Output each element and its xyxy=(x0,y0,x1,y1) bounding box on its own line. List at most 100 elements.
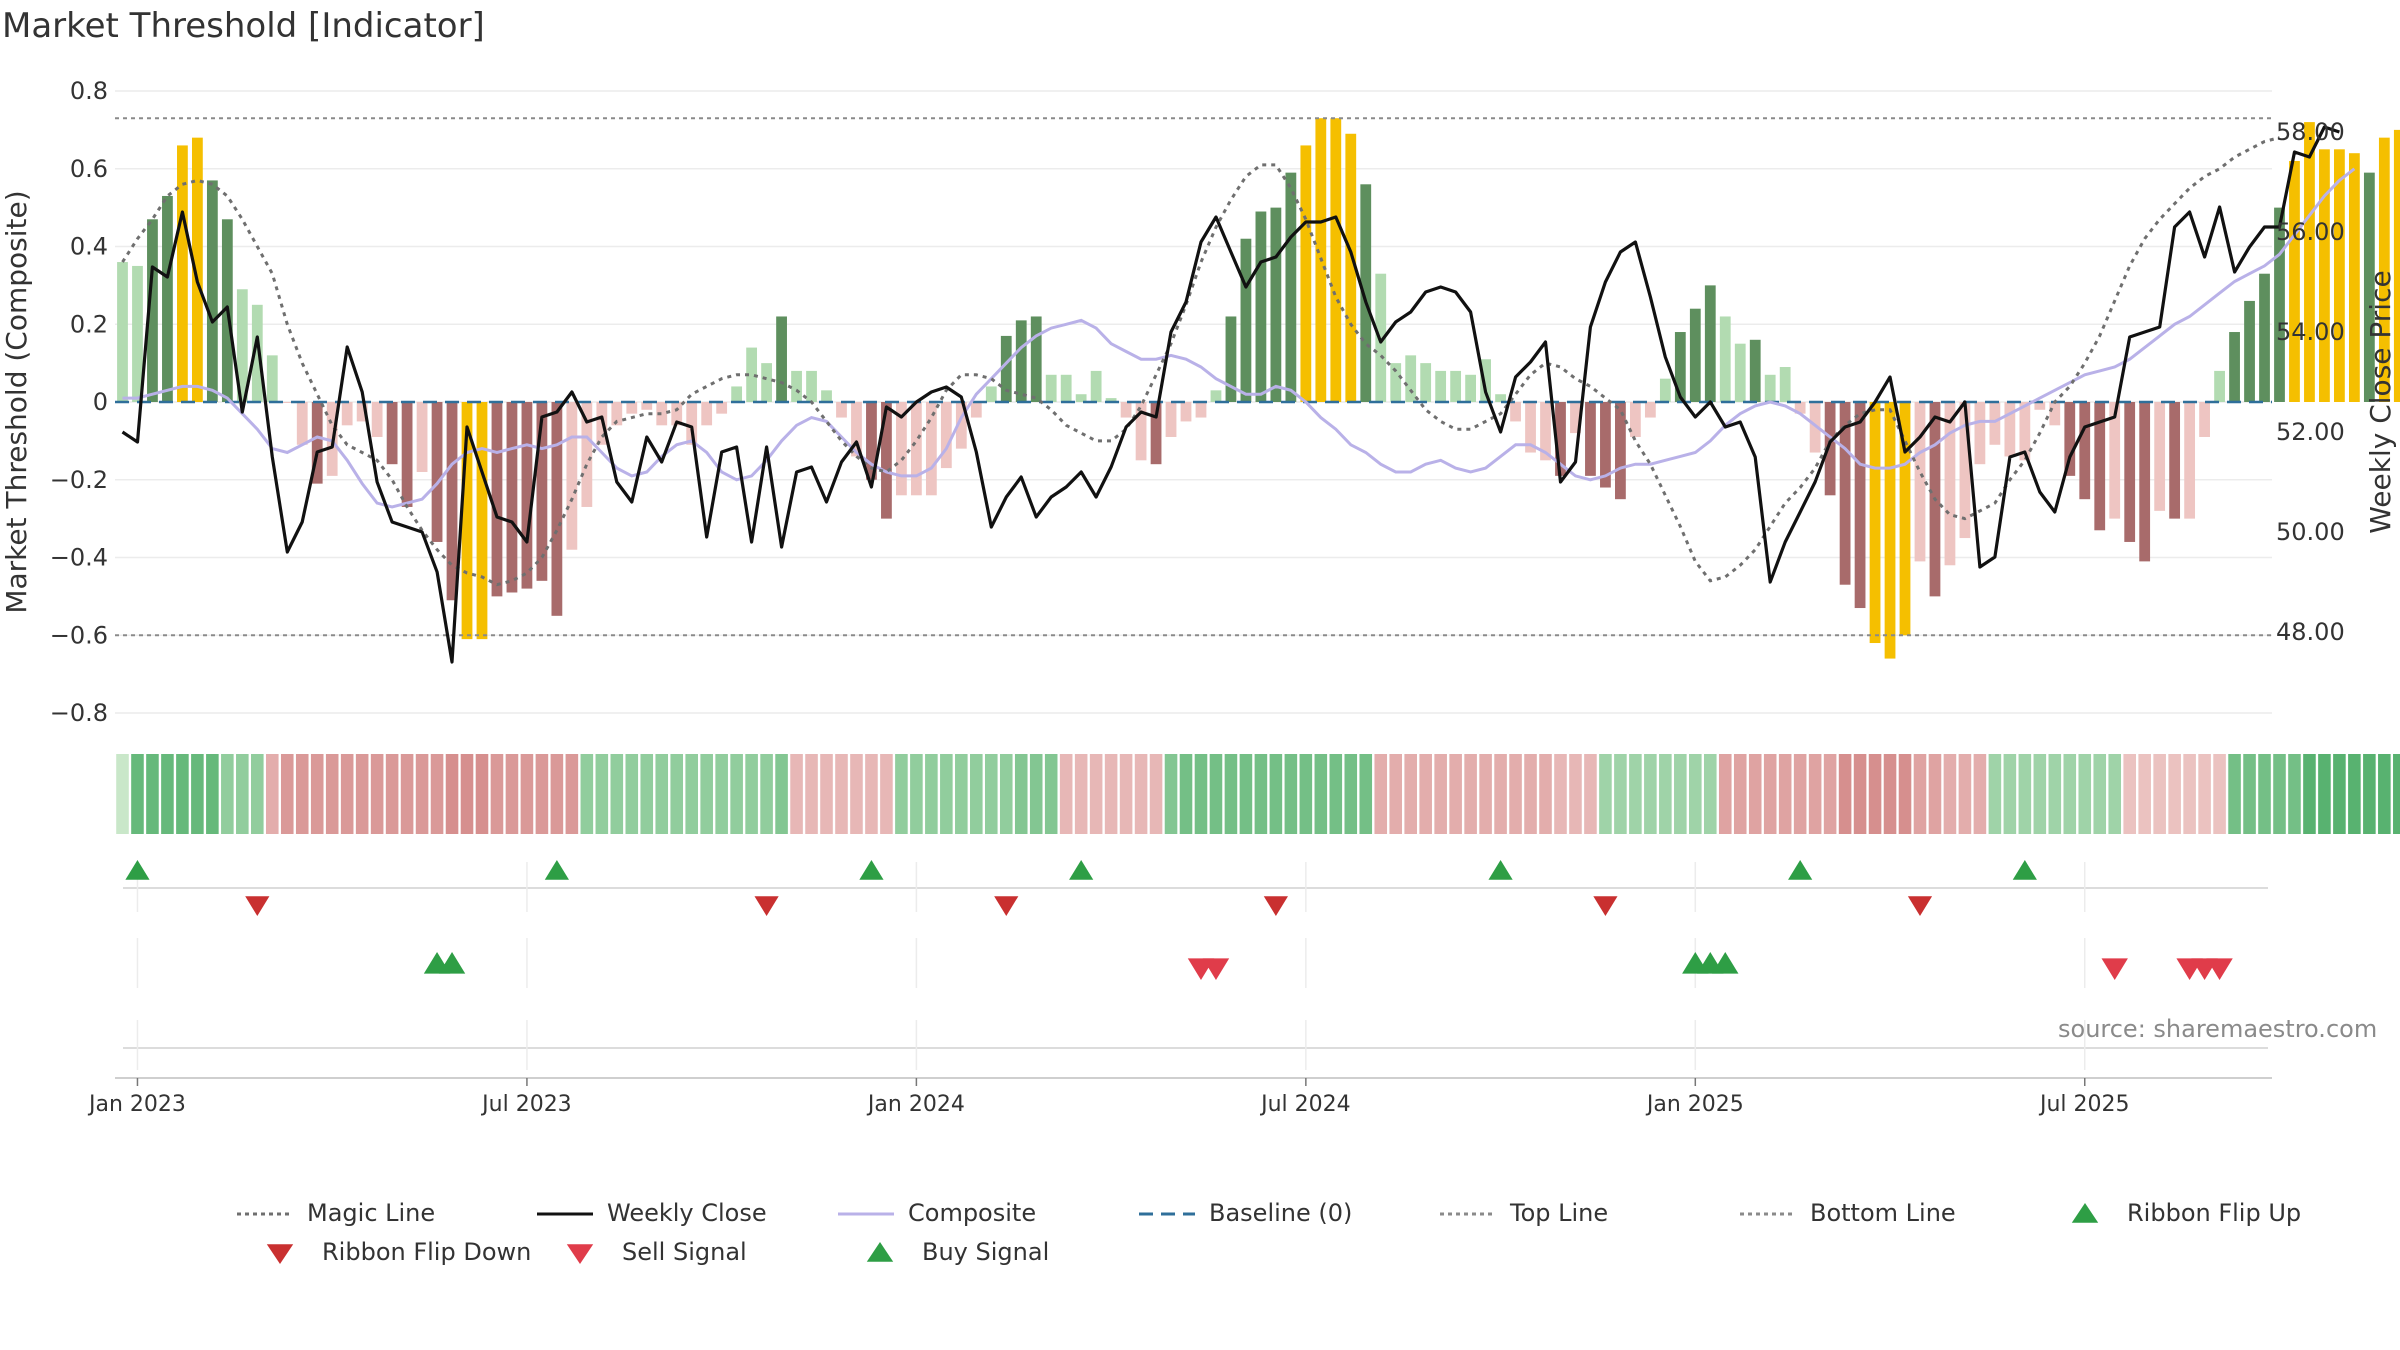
composite-bar xyxy=(206,180,218,402)
composite-bar xyxy=(1195,402,1207,418)
composite-bar xyxy=(716,402,728,414)
ribbon-cell xyxy=(340,754,354,834)
ribbon-cell xyxy=(955,754,968,834)
ribbon-cell xyxy=(2258,754,2271,834)
ribbon-cell xyxy=(610,754,624,834)
composite-bar xyxy=(491,402,503,597)
ribbon-cell xyxy=(595,754,609,834)
composite-bar xyxy=(806,370,817,402)
ribbon-cell xyxy=(505,754,519,834)
y-tick-label: 0 xyxy=(93,388,108,416)
ribbon-cell xyxy=(280,754,294,834)
ribbon-flip-up-marker xyxy=(1488,860,1513,880)
y2-tick-label: 54.00 xyxy=(2276,318,2345,346)
ribbon-cell xyxy=(221,754,234,834)
composite-bar xyxy=(506,402,518,593)
composite-bar xyxy=(776,316,787,402)
ribbon-flip-down-marker xyxy=(754,896,779,916)
legend-label: Ribbon Flip Down xyxy=(322,1238,532,1266)
composite-bar xyxy=(2244,300,2255,402)
composite-bar xyxy=(1869,402,1881,644)
ribbon-cell xyxy=(1344,754,1358,834)
composite-bar xyxy=(2169,402,2181,519)
composite-bar xyxy=(1075,394,1087,402)
legend-label: Sell Signal xyxy=(622,1238,747,1266)
ribbon-cell xyxy=(1674,754,1687,834)
ribbon-cell xyxy=(925,754,938,834)
composite-bar xyxy=(2004,402,2016,457)
ribbon-cell xyxy=(1089,754,1103,834)
composite-bar xyxy=(1704,285,1716,402)
composite-bar xyxy=(1150,402,1162,465)
sell-signal-marker xyxy=(2101,958,2128,980)
composite-bar xyxy=(1525,402,1536,453)
legend-label: Weekly Close xyxy=(607,1199,767,1227)
composite-bar xyxy=(955,402,967,449)
composite-bar xyxy=(940,402,952,469)
composite-bar xyxy=(1045,374,1057,402)
composite-bar xyxy=(1000,335,1012,402)
ribbon-cell xyxy=(1913,754,1927,834)
ribbon-cell xyxy=(984,754,998,834)
composite-bar xyxy=(641,402,653,410)
composite-bar xyxy=(2319,149,2330,402)
ribbon-cell xyxy=(880,754,893,834)
composite-bar xyxy=(296,402,308,445)
ribbon-cell xyxy=(1928,754,1942,834)
ribbon-cell xyxy=(415,754,429,834)
ribbon-cell xyxy=(1254,754,1268,834)
composite-bar xyxy=(2139,402,2151,562)
ribbon-cell xyxy=(1659,754,1672,834)
composite-bar xyxy=(2348,153,2360,402)
x-tick-label: Jan 2023 xyxy=(87,1092,186,1117)
ribbon-cell xyxy=(2273,754,2286,834)
ribbon-cell xyxy=(1164,754,1178,834)
ribbon-cell xyxy=(970,754,983,834)
y2-tick-label: 58.00 xyxy=(2276,118,2345,146)
ribbon-cell xyxy=(1689,754,1702,834)
composite-bar xyxy=(1824,402,1836,496)
composite-bar xyxy=(1914,402,1926,562)
ribbon-flip-up-marker xyxy=(859,860,884,880)
ribbon-cell xyxy=(1464,754,1477,834)
composite-bar xyxy=(626,402,638,414)
composite-bar xyxy=(1749,339,1761,402)
ribbon-cell xyxy=(2033,754,2047,834)
legend-swatch xyxy=(566,1244,594,1264)
composite-bar xyxy=(2363,172,2375,402)
composite-bar xyxy=(1285,172,1297,402)
composite-bar xyxy=(132,265,143,402)
composite-bar xyxy=(1794,402,1806,414)
composite-bar xyxy=(1585,402,1596,476)
ribbon-cell xyxy=(460,754,474,834)
composite-bar xyxy=(821,390,832,402)
ribbon-cell xyxy=(370,754,384,834)
composite-bar xyxy=(761,363,772,402)
ribbon-cell xyxy=(2213,754,2226,834)
composite-bar xyxy=(851,402,862,457)
ribbon-cell xyxy=(730,754,743,834)
composite-bar xyxy=(2289,160,2300,402)
ribbon-cell xyxy=(805,754,818,834)
ribbon-cell xyxy=(2063,754,2077,834)
composite-bar xyxy=(910,402,922,496)
ribbon-cell xyxy=(236,754,249,834)
ribbon-cell xyxy=(2153,754,2166,834)
ribbon-cell xyxy=(1209,754,1223,834)
y-tick-label: −0.2 xyxy=(50,466,108,494)
chart-title: Market Threshold [Indicator] xyxy=(2,6,485,46)
ribbon-cell xyxy=(1973,754,1987,834)
legend-label: Composite xyxy=(908,1199,1037,1227)
ribbon-cell xyxy=(2363,754,2376,834)
composite-bar xyxy=(1734,343,1746,402)
composite-bar xyxy=(866,402,877,480)
ribbon-cell xyxy=(1224,754,1238,834)
composite-bar xyxy=(1779,367,1791,402)
legend-label: Bottom Line xyxy=(1810,1199,1956,1227)
ribbon-cell xyxy=(835,754,848,834)
composite-bar xyxy=(117,262,128,402)
ribbon-cell xyxy=(1179,754,1193,834)
ribbon-cell xyxy=(1793,754,1807,834)
composite-bar xyxy=(2214,370,2225,402)
ribbon-cell xyxy=(2378,754,2391,834)
